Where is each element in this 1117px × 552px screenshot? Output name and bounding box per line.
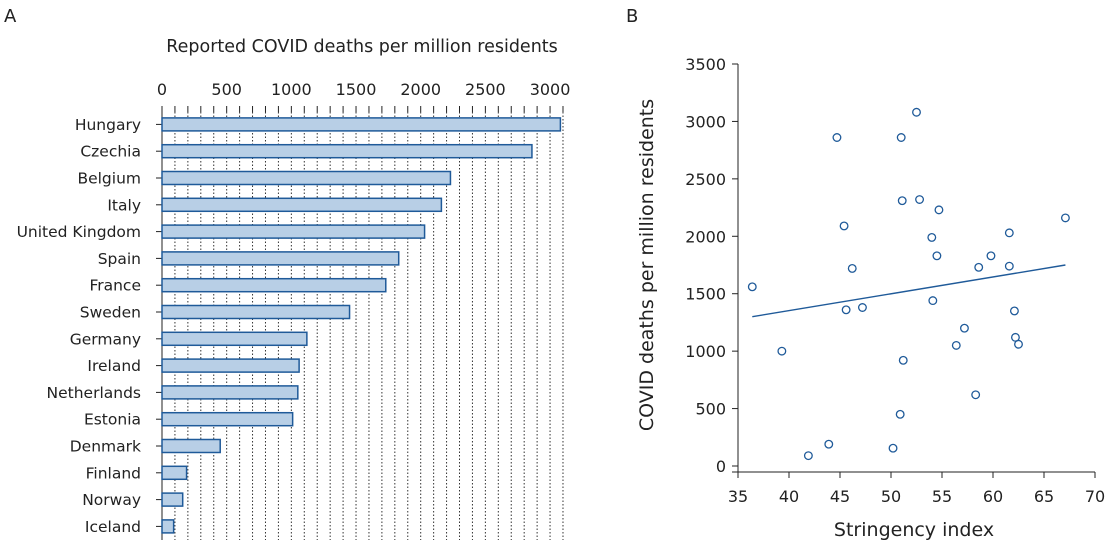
bar-chart-x-ticks: 0 500 1000 1500 2000 2500 3000 bbox=[157, 80, 571, 99]
scatter-point bbox=[1004, 228, 1014, 238]
scatter-point bbox=[951, 340, 961, 350]
category-label: Belgium bbox=[77, 170, 141, 188]
category-label: Italy bbox=[107, 196, 141, 214]
scatter-point bbox=[927, 232, 937, 242]
category-label: Germany bbox=[70, 330, 141, 348]
category-label: Iceland bbox=[85, 518, 141, 536]
y-tick-label: 1500 bbox=[685, 285, 726, 304]
scatter-point bbox=[832, 133, 842, 142]
bar bbox=[161, 492, 184, 507]
bar bbox=[161, 170, 452, 186]
x-tick-label: 1000 bbox=[271, 80, 312, 99]
x-tick-label: 2000 bbox=[400, 80, 441, 99]
bar bbox=[161, 519, 175, 534]
category-label: Ireland bbox=[87, 357, 141, 375]
category-label: Hungary bbox=[75, 116, 141, 134]
category-label: Norway bbox=[82, 491, 141, 509]
trend-line bbox=[752, 264, 1066, 318]
scatter-point bbox=[1004, 261, 1014, 271]
scatter-point bbox=[841, 305, 851, 315]
scatter-point bbox=[747, 282, 757, 292]
category-label: United Kingdom bbox=[17, 223, 141, 241]
x-tick-label: 50 bbox=[881, 487, 901, 506]
bar bbox=[161, 197, 443, 213]
scatter-ticks: 35 40 45 50 55 60 65 70 0 500 1000 1500 2000 2500 3000… bbox=[685, 55, 1105, 506]
scatter-point bbox=[912, 107, 921, 117]
scatter-point bbox=[803, 451, 813, 461]
panel-a-label: A bbox=[4, 6, 17, 27]
y-tick-label: 3000 bbox=[685, 112, 726, 131]
scatter-trend bbox=[752, 264, 1066, 318]
scatter-x-axis-label: Stringency index bbox=[834, 519, 994, 541]
bar-chart-title: Reported COVID deaths per million reside… bbox=[166, 37, 558, 57]
bar bbox=[161, 304, 351, 320]
category-label: Netherlands bbox=[47, 384, 141, 402]
bar bbox=[161, 117, 562, 132]
category-label: Estonia bbox=[84, 411, 141, 429]
scatter-point bbox=[959, 323, 969, 333]
x-tick-label: 2500 bbox=[465, 80, 506, 99]
bar bbox=[161, 224, 426, 239]
scatter-point bbox=[898, 355, 908, 365]
y-tick-label: 3500 bbox=[685, 55, 726, 74]
y-tick-label: 1000 bbox=[685, 342, 726, 361]
bar bbox=[161, 251, 400, 266]
scatter-point bbox=[897, 196, 907, 206]
scatter-point bbox=[1060, 213, 1070, 223]
scatter-y-axis-label: COVID deaths per million residents bbox=[636, 99, 658, 431]
scatter-point bbox=[928, 296, 938, 306]
x-tick-label: 35 bbox=[728, 487, 748, 506]
bar bbox=[161, 385, 299, 400]
scatter-point bbox=[857, 303, 867, 312]
scatter-point bbox=[915, 195, 925, 204]
scatter-point bbox=[932, 251, 942, 261]
scatter-point bbox=[824, 439, 834, 449]
y-tick-label: 2000 bbox=[685, 227, 726, 246]
scatter-point bbox=[934, 205, 944, 215]
scatter-point bbox=[971, 390, 981, 400]
x-tick-label: 45 bbox=[830, 487, 850, 506]
bar bbox=[161, 143, 533, 159]
scatter-point bbox=[1014, 339, 1023, 349]
scatter-point bbox=[986, 251, 996, 261]
scatter-point bbox=[888, 443, 898, 453]
x-tick-label: 55 bbox=[932, 487, 952, 506]
category-label: France bbox=[89, 277, 141, 295]
bar bbox=[161, 438, 221, 454]
panel-b-label: B bbox=[626, 6, 638, 27]
x-tick-label: 60 bbox=[983, 487, 1003, 506]
x-tick-label: 0 bbox=[157, 80, 167, 99]
y-tick-label: 0 bbox=[716, 457, 726, 476]
scatter-point bbox=[896, 133, 906, 142]
bar bbox=[161, 411, 294, 427]
category-label: Czechia bbox=[80, 143, 141, 161]
x-tick-label: 1500 bbox=[336, 80, 377, 99]
x-tick-label: 70 bbox=[1085, 487, 1105, 506]
scatter-point bbox=[1009, 306, 1019, 316]
scatter-axes bbox=[732, 64, 1095, 473]
bar-chart-bars bbox=[161, 117, 562, 534]
bar bbox=[161, 358, 300, 373]
x-tick-label: 40 bbox=[779, 487, 799, 506]
scatter-point bbox=[895, 409, 905, 419]
category-label: Sweden bbox=[80, 304, 141, 322]
x-tick-label: 3000 bbox=[530, 80, 571, 99]
scatter-point bbox=[847, 263, 857, 273]
category-label: Spain bbox=[98, 250, 141, 268]
category-label: Denmark bbox=[70, 438, 141, 456]
bar bbox=[161, 277, 387, 293]
y-tick-label: 500 bbox=[695, 400, 726, 419]
x-tick-label: 500 bbox=[211, 80, 242, 99]
bar bbox=[161, 331, 308, 347]
scatter-points bbox=[747, 107, 1070, 461]
y-tick-label: 2500 bbox=[685, 170, 726, 189]
bar bbox=[161, 465, 188, 481]
scatter-point bbox=[974, 262, 984, 272]
x-tick-label: 65 bbox=[1034, 487, 1054, 506]
scatter-point bbox=[839, 221, 849, 231]
bar-chart-categories: Hungary Czechia Belgium Italy United Kingdom… bbox=[17, 116, 141, 536]
category-label: Finland bbox=[86, 464, 141, 482]
scatter-point bbox=[777, 346, 787, 356]
